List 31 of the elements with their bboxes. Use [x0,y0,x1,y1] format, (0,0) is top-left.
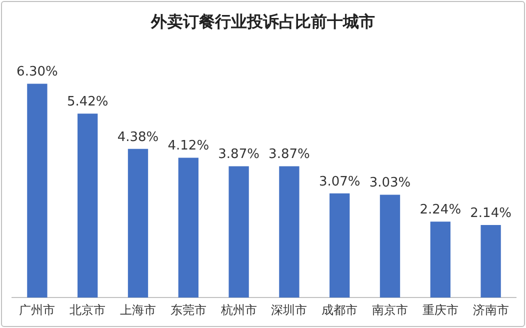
data-label: 3.03% [369,176,411,191]
bar [228,166,249,298]
bar [480,224,501,298]
chart-title: 外卖订餐行业投诉占比前十城市 [150,12,376,33]
data-label: 4.38% [117,130,159,145]
x-tick-label: 深圳市 [271,302,308,317]
bar [279,166,300,298]
x-tick-label: 东莞市 [170,302,206,317]
data-label: 6.30% [16,64,58,80]
bar [330,193,350,298]
x-tick-label: 上海市 [120,302,156,317]
bar [380,194,400,298]
data-label: 3.87% [218,147,260,162]
bar [78,114,98,298]
x-tick-label: 成都市 [322,302,358,317]
bar [128,148,148,298]
bar [430,222,450,298]
x-tick-label: 重庆市 [422,302,458,317]
bar [178,158,198,298]
bar [27,84,48,298]
x-tick-label: 广州市 [19,302,56,317]
data-label: 2.24% [420,202,462,218]
data-label: 3.87% [268,147,310,162]
data-label: 5.42% [66,94,108,110]
data-label: 2.14% [470,206,512,221]
x-tick-label: 北京市 [70,302,106,317]
x-tick-label: 杭州市 [220,302,257,317]
x-tick-label: 南京市 [372,302,408,317]
x-tick-label: 济南市 [472,302,509,317]
data-label: 4.12% [168,138,210,154]
data-label: 3.07% [318,174,360,190]
